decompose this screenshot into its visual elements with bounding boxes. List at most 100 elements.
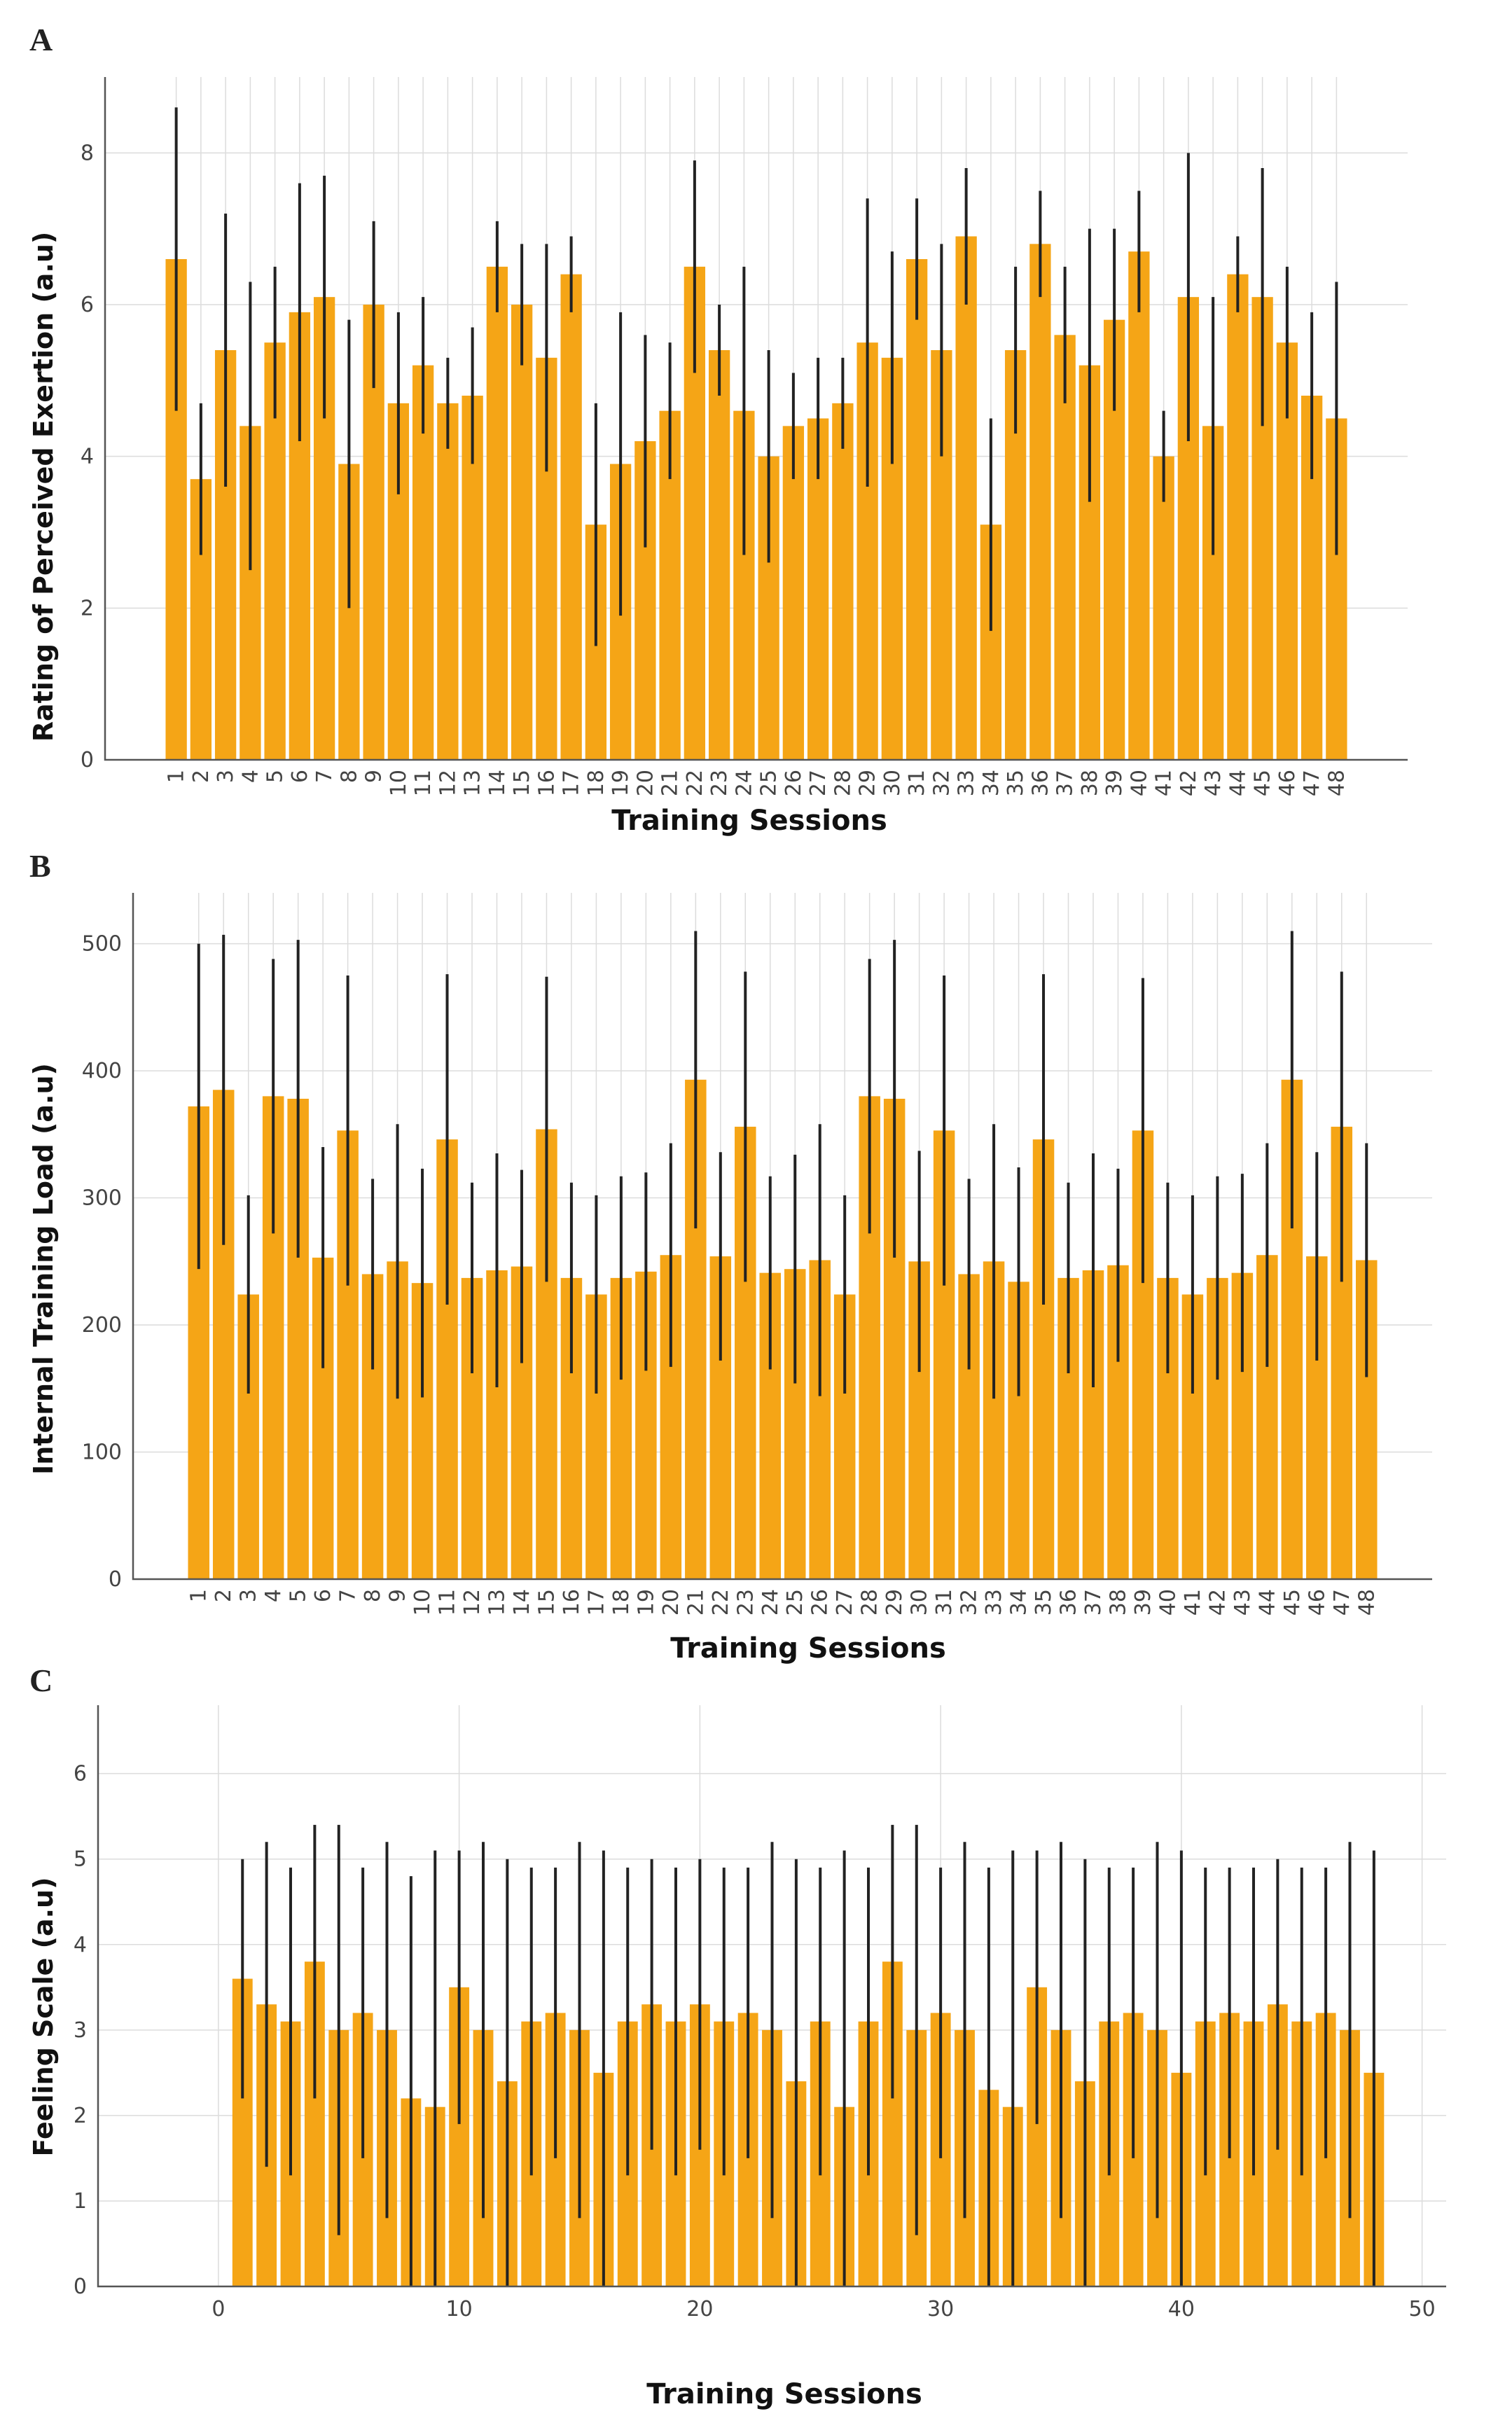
panel-c-xlabel: Training Sessions bbox=[646, 2378, 922, 2410]
panel-a-bar bbox=[955, 236, 977, 760]
panel-b-xtick-label: 26 bbox=[808, 1589, 833, 1616]
panel-a-ytick-label: 2 bbox=[81, 596, 94, 620]
panel-b-xtick-label: 18 bbox=[609, 1589, 634, 1616]
panel-a-axis-lines bbox=[104, 77, 1408, 761]
panel-a-x-ticks: 1 2 3 4 5 6 7 8 9 10 11 12 13 14 15 16 17 18 19 20 21 22 23 24 2… bbox=[165, 770, 1350, 796]
panel-b-xtick-label: 41 bbox=[1181, 1589, 1205, 1616]
panel-b-xtick-label: 28 bbox=[858, 1589, 882, 1616]
panel-b-xtick-label: 3 bbox=[237, 1589, 261, 1602]
panel-b-xtick-label: 38 bbox=[1106, 1589, 1130, 1616]
panel-b-xtick-label: 7 bbox=[336, 1589, 361, 1602]
panel-a-xtick-label: 24 bbox=[732, 770, 756, 796]
panel-c-x-ticks: 0 10 20 30 40 50 bbox=[211, 2297, 1435, 2321]
panel-a-xtick-label: 8 bbox=[337, 770, 361, 783]
panel-b-xtick-label: 20 bbox=[659, 1589, 684, 1616]
panel-b-xtick-label: 15 bbox=[534, 1589, 559, 1616]
panel-a-xtick-label: 7 bbox=[312, 770, 337, 783]
panel-b-xtick-label: 23 bbox=[733, 1589, 758, 1616]
panel-a-xtick-label: 12 bbox=[436, 770, 460, 796]
panel-b-xtick-label: 9 bbox=[386, 1589, 410, 1602]
panel-b-ytick-label: 0 bbox=[109, 1567, 122, 1592]
panel-b-xtick-label: 31 bbox=[932, 1589, 957, 1616]
panel-a-xtick-label: 35 bbox=[1004, 770, 1028, 796]
panel-a-ytick-label: 0 bbox=[81, 748, 94, 772]
panel-a-bar bbox=[1128, 251, 1150, 761]
panel-a-xtick-label: 3 bbox=[214, 770, 238, 783]
panel-a-xtick-label: 38 bbox=[1078, 770, 1102, 796]
panel-b-xtick-label: 24 bbox=[758, 1589, 783, 1616]
panel-b-ytick-label: 300 bbox=[82, 1186, 122, 1211]
panel-c-letter: C bbox=[29, 1662, 53, 1698]
panel-b-axes bbox=[132, 893, 1432, 1581]
panel-b-letter: B bbox=[29, 848, 51, 884]
panel-b-xtick-label: 43 bbox=[1230, 1589, 1255, 1616]
panel-b-ytick-label: 200 bbox=[82, 1313, 122, 1338]
panel-b-xtick-label: 14 bbox=[510, 1589, 534, 1616]
panel-a-bar bbox=[437, 403, 459, 760]
panel-b-xtick-label: 33 bbox=[982, 1589, 1006, 1616]
panel-a-ylabel: Rating of Perceived Exertion (a.u) bbox=[28, 232, 59, 742]
panel-a-xtick-label: 15 bbox=[510, 770, 534, 796]
panel-a-xtick-label: 16 bbox=[534, 770, 559, 796]
panel-a-xtick-label: 2 bbox=[189, 770, 214, 783]
panel-b-xtick-label: 35 bbox=[1032, 1589, 1056, 1616]
panel-b-xtick-label: 45 bbox=[1280, 1589, 1305, 1616]
panel-b-error-bars bbox=[197, 931, 1368, 1399]
panel-a-bar bbox=[560, 274, 582, 761]
panel-a-xtick-label: 1 bbox=[165, 770, 189, 783]
panel-b-axis-lines bbox=[132, 893, 1432, 1581]
panel-c-ytick-label: 0 bbox=[74, 2275, 87, 2299]
panel-a-bar bbox=[1153, 456, 1174, 760]
panel-c-ytick-label: 6 bbox=[74, 1762, 87, 1786]
panel-c-ytick-label: 3 bbox=[74, 2018, 87, 2043]
panel-a-xtick-label: 10 bbox=[387, 770, 411, 796]
panel-a-xtick-label: 27 bbox=[806, 770, 831, 796]
panel-a-bar bbox=[832, 403, 854, 760]
panel-a-xtick-label: 40 bbox=[1127, 770, 1151, 796]
panel-b-xtick-label: 47 bbox=[1330, 1589, 1354, 1616]
panel-a-xtick-label: 36 bbox=[1028, 770, 1053, 796]
panel-a-bar bbox=[782, 426, 805, 760]
panel-b-xtick-label: 48 bbox=[1354, 1589, 1379, 1616]
panel-a-xtick-label: 42 bbox=[1177, 770, 1201, 796]
panel-a-bar bbox=[906, 259, 928, 760]
panel-b-xtick-label: 39 bbox=[1131, 1589, 1156, 1616]
panel-a-xtick-label: 39 bbox=[1102, 770, 1127, 796]
panel-b-xtick-label: 10 bbox=[410, 1589, 435, 1616]
panel-c-bars bbox=[232, 1962, 1385, 2286]
panel-c-xtick-label: 40 bbox=[1168, 2297, 1195, 2321]
panel-b: B Internal Training Load (a.u) Training … bbox=[28, 848, 1432, 1665]
panel-b-xtick-label: 42 bbox=[1205, 1589, 1230, 1616]
panel-b-xtick-label: 16 bbox=[560, 1589, 584, 1616]
panel-a-xtick-label: 11 bbox=[411, 770, 436, 796]
panel-b-xtick-label: 4 bbox=[261, 1589, 286, 1602]
panel-b-xtick-label: 37 bbox=[1081, 1589, 1106, 1616]
panel-a-xtick-label: 19 bbox=[609, 770, 633, 796]
panel-a-xtick-label: 6 bbox=[288, 770, 312, 783]
panel-b-xtick-label: 32 bbox=[957, 1589, 982, 1616]
panel-b-xtick-label: 17 bbox=[584, 1589, 609, 1616]
panel-b-ytick-label: 400 bbox=[82, 1059, 122, 1083]
panel-c-ytick-label: 4 bbox=[74, 1933, 87, 1957]
panel-a-xtick-label: 21 bbox=[658, 770, 683, 796]
panel-a-xtick-label: 25 bbox=[757, 770, 782, 796]
panel-a-xtick-label: 48 bbox=[1324, 770, 1349, 796]
panel-a-xtick-label: 28 bbox=[831, 770, 855, 796]
panel-b-xtick-label: 44 bbox=[1255, 1589, 1279, 1616]
panel-a: A Rating of Perceived Exertion (a.u) Tra… bbox=[28, 22, 1408, 837]
panel-b-xtick-label: 46 bbox=[1305, 1589, 1329, 1616]
panel-a-xtick-label: 47 bbox=[1300, 770, 1324, 796]
panel-a-bar bbox=[511, 305, 533, 760]
panel-c-ytick-label: 1 bbox=[74, 2189, 87, 2214]
panel-a-xtick-label: 32 bbox=[929, 770, 954, 796]
panel-a-xtick-label: 45 bbox=[1251, 770, 1275, 796]
panel-a-xtick-label: 30 bbox=[880, 770, 905, 796]
panel-b-xtick-label: 13 bbox=[485, 1589, 509, 1616]
panel-c-xtick-label: 20 bbox=[686, 2297, 713, 2321]
panel-b-bars bbox=[188, 1079, 1378, 1579]
panel-a-xtick-label: 26 bbox=[782, 770, 806, 796]
panel-b-xtick-label: 5 bbox=[286, 1589, 311, 1602]
panel-b-xtick-label: 11 bbox=[436, 1589, 460, 1616]
panel-a-bar bbox=[1029, 244, 1051, 760]
